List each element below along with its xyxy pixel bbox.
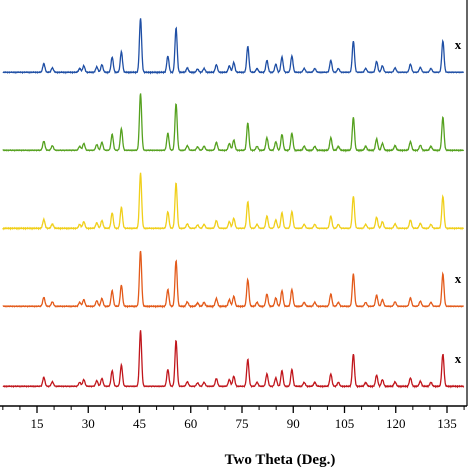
series-tag-layer: x x x xyxy=(455,37,462,366)
x-tick-label-105: 105 xyxy=(335,416,355,431)
x-tick-label-45: 45 xyxy=(133,416,146,431)
series-line-5 xyxy=(2,330,465,389)
series-line-2 xyxy=(2,93,465,153)
series-tag-4: x xyxy=(455,271,462,286)
series-tag-1: x xyxy=(455,37,462,52)
x-tick-layer: 15 30 45 60 75 90 105 120 135 xyxy=(2,406,465,431)
x-axis xyxy=(0,0,468,407)
series-line-4 xyxy=(2,250,464,309)
series-line-1 xyxy=(2,18,465,75)
series-tag-5: x xyxy=(455,351,462,366)
x-tick-label-135: 135 xyxy=(437,416,457,431)
x-tick-label-90: 90 xyxy=(287,416,300,431)
x-axis-title: Two Theta (Deg.) xyxy=(225,452,336,468)
x-tick-label-60: 60 xyxy=(184,416,197,431)
x-tick-label-15: 15 xyxy=(31,416,44,431)
x-tick-label-120: 120 xyxy=(386,416,406,431)
x-tick-label-75: 75 xyxy=(236,416,249,431)
series-line-3 xyxy=(2,172,465,231)
series-layer xyxy=(2,18,465,389)
x-tick-label-30: 30 xyxy=(82,416,95,431)
